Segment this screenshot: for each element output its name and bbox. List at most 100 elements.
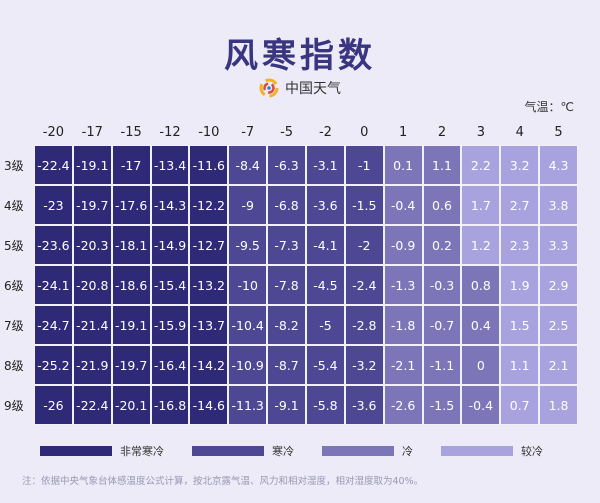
- legend-label: 非常寒冷: [120, 445, 164, 458]
- heatmap-cell: -21.9: [72, 345, 112, 385]
- y-tick-label: 5级: [4, 238, 24, 253]
- heatmap-cell: -7.8: [267, 265, 306, 305]
- x-tick-label: -10: [198, 125, 220, 140]
- heatmap-cell: 3.2: [500, 145, 540, 185]
- heatmap-cell: -6.8: [267, 185, 306, 225]
- x-tick-label: 1: [399, 125, 408, 140]
- legend-item: 非常寒冷: [40, 443, 164, 459]
- heatmap-cell: -3.1: [306, 145, 345, 185]
- heatmap-cell: 0.7: [500, 385, 540, 425]
- heatmap-cell: -24.7: [34, 305, 73, 345]
- heatmap-cell: -0.4: [461, 385, 501, 425]
- heatmap-cell: -14.3: [150, 185, 190, 225]
- heatmap-cell: 2.1: [539, 345, 578, 385]
- heatmap-cell: 1.1: [422, 145, 462, 185]
- legend-swatch: [192, 446, 264, 456]
- x-tick-label: 5: [554, 125, 563, 140]
- heatmap-cell: -13.2: [189, 265, 229, 305]
- heatmap-cell: -0.7: [422, 305, 462, 345]
- x-tick-label: 0: [360, 125, 369, 140]
- footnote: 注：依据中央气象台体感温度公式计算，按北京露气温、风力和相对湿度，相对湿度取为4…: [22, 476, 424, 487]
- heatmap-cell: -25.2: [34, 345, 73, 385]
- heatmap-cell: -9: [228, 185, 268, 225]
- heatmap-cell: -2.6: [383, 385, 423, 425]
- x-tick-label: -15: [120, 125, 142, 140]
- heatmap-cell: -2.4: [344, 265, 384, 305]
- page-title: 风寒指数: [224, 36, 376, 76]
- heatmap-cell: 2.3: [500, 225, 540, 265]
- heatmap-cell: -2: [344, 225, 384, 265]
- x-tick-label: 4: [515, 125, 524, 140]
- heatmap-cell: 3.8: [539, 185, 578, 225]
- heatmap-cell: 1.2: [461, 225, 501, 265]
- y-tick-label: 6级: [4, 278, 24, 293]
- legend-item: 冷: [322, 443, 413, 459]
- heatmap-cell: -10.4: [228, 305, 268, 345]
- heatmap-cell: -8.7: [267, 345, 306, 385]
- heatmap-cell: -5.4: [306, 345, 345, 385]
- brand-name: 中国天气: [285, 81, 341, 97]
- heatmap-cell: -5: [306, 305, 345, 345]
- heatmap-cell: 0.2: [422, 225, 462, 265]
- heatmap-cell: -2.8: [344, 305, 384, 345]
- heatmap-cell: -23: [34, 185, 73, 225]
- heatmap-cell: -23.6: [34, 225, 73, 265]
- heatmap-cell: -3.6: [306, 185, 345, 225]
- heatmap-cell: 0.4: [461, 305, 501, 345]
- heatmap-cell: -1.3: [383, 265, 423, 305]
- heatmap-cell: -19.7: [72, 185, 112, 225]
- legend-label: 冷: [402, 445, 413, 458]
- heatmap-cell: -0.9: [383, 225, 423, 265]
- heatmap-cell: -0.3: [422, 265, 462, 305]
- legend-item: 较冷: [441, 443, 543, 459]
- x-axis-labels: -20 -17 -15 -12 -10 -7 -5 -2 0 1 2 3 4 5: [0, 125, 600, 143]
- heatmap-cell: -22.4: [34, 145, 73, 185]
- heatmap-cell: -4.5: [306, 265, 345, 305]
- heatmap-cell: 0.8: [461, 265, 501, 305]
- y-tick-label: 8级: [4, 358, 24, 373]
- y-tick-label: 4级: [4, 198, 24, 213]
- heatmap-cell: -12.7: [189, 225, 229, 265]
- heatmap-cell: 1.1: [500, 345, 540, 385]
- legend-swatch: [441, 446, 513, 456]
- heatmap-cell: -3.6: [344, 385, 384, 425]
- heatmap-cell: -3.2: [344, 345, 384, 385]
- heatmap-cell: -10.9: [228, 345, 268, 385]
- y-tick-label: 7级: [4, 318, 24, 333]
- x-tick-label: -20: [42, 125, 65, 140]
- heatmap-cell: 2.2: [461, 145, 501, 185]
- heatmap-cell: 0.1: [383, 145, 423, 185]
- heatmap-cell: -12.2: [189, 185, 229, 225]
- heatmap-cell: -9.5: [228, 225, 268, 265]
- heatmap-cell: -20.8: [72, 265, 112, 305]
- heatmap-cell: -19.1: [72, 145, 112, 185]
- heatmap-cell: -26: [34, 385, 73, 425]
- heatmap-cell: -1.5: [422, 385, 462, 425]
- heatmap-cell: 2.5: [539, 305, 578, 345]
- heatmap-cell: -20.3: [72, 225, 112, 265]
- heatmap-cell: -1.8: [383, 305, 423, 345]
- heatmap-cell: -21.4: [72, 305, 112, 345]
- heatmap-cell: -14.6: [189, 385, 229, 425]
- x-tick-label: -7: [241, 125, 255, 140]
- heatmap-cell: -1.1: [422, 345, 462, 385]
- weather-logo-icon: [259, 78, 279, 98]
- x-tick-label: -5: [280, 125, 294, 140]
- heatmap-cell: -18.6: [111, 265, 151, 305]
- heatmap-cell: -16.8: [150, 385, 190, 425]
- unit-label: 气温：℃: [524, 100, 574, 114]
- heatmap-cell: -17: [111, 145, 151, 185]
- x-tick-label: -2: [318, 125, 332, 140]
- heatmap-cell: -1: [344, 145, 384, 185]
- heatmap-cell: 2.7: [500, 185, 540, 225]
- heatmap-cell: -18.1: [111, 225, 151, 265]
- heatmap-cell: -7.3: [267, 225, 306, 265]
- heatmap-cell: -16.4: [150, 345, 190, 385]
- heatmap-cell: -9.1: [267, 385, 306, 425]
- x-tick-label: -17: [81, 125, 103, 140]
- heatmap-cell: -1.5: [344, 185, 384, 225]
- x-tick-label: 2: [437, 125, 447, 140]
- heatmap-cell: -11.3: [228, 385, 268, 425]
- legend-swatch: [322, 446, 394, 456]
- heatmap-cell: -4.1: [306, 225, 345, 265]
